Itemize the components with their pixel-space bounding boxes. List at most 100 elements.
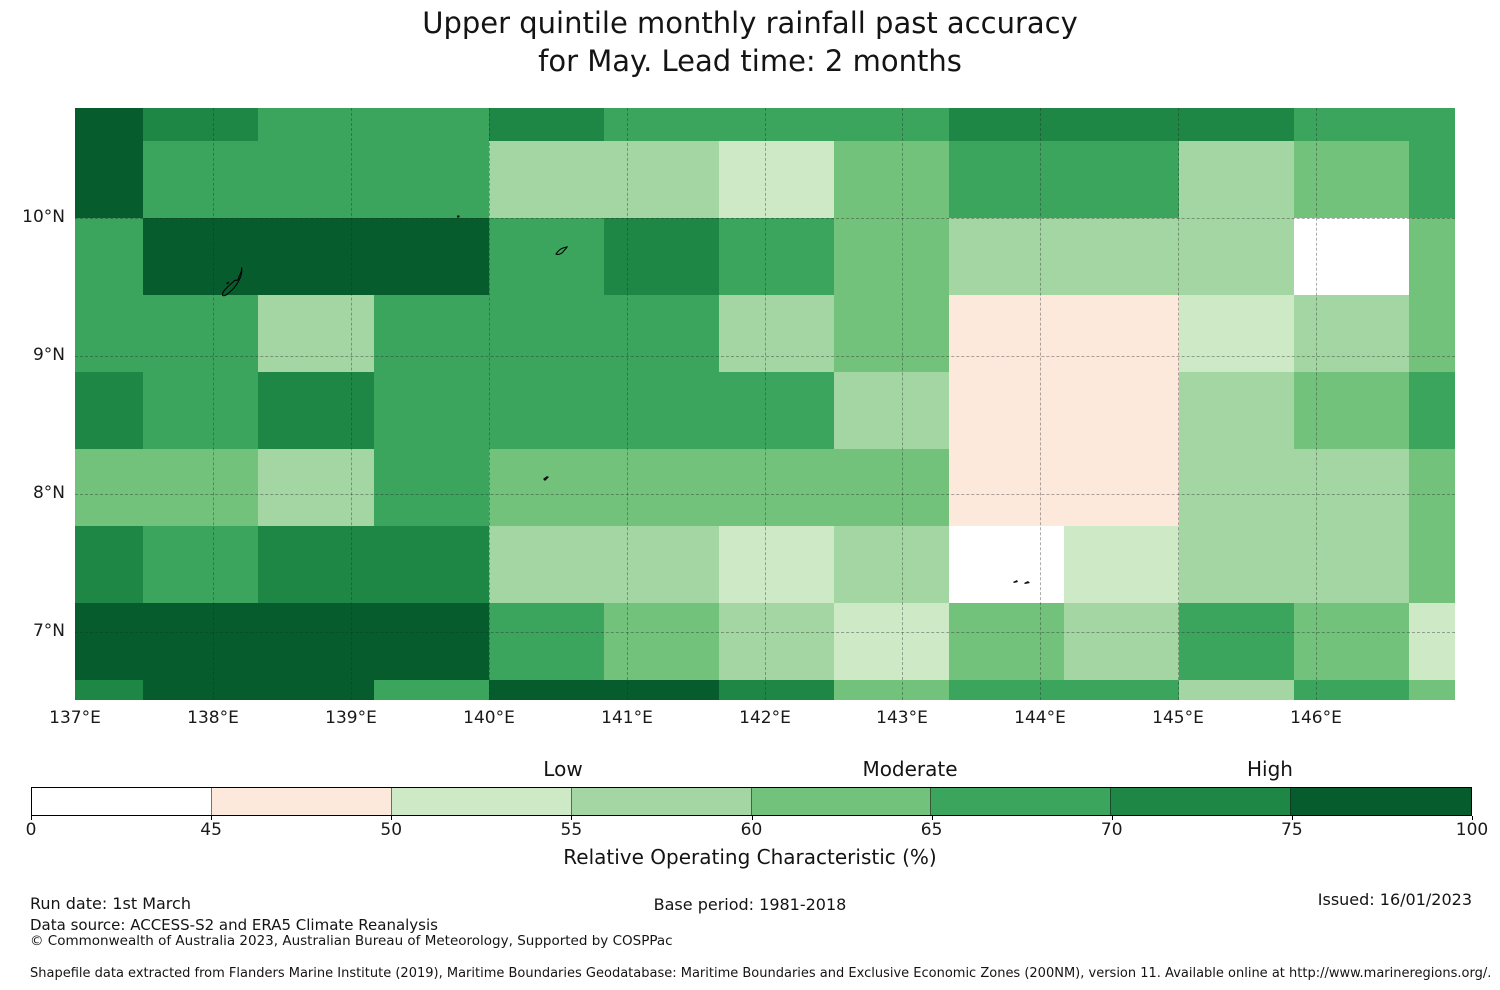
heatmap-cell <box>1179 526 1294 603</box>
longitude-gridline <box>1316 108 1317 700</box>
heatmap-cell <box>374 526 489 603</box>
heatmap-cell <box>489 372 604 449</box>
footer-shapefile-note: Shapefile data extracted from Flanders M… <box>30 966 1492 981</box>
island-mark-141e <box>555 246 569 255</box>
heatmap-cell <box>1179 372 1294 449</box>
heatmap-cell <box>258 218 374 295</box>
y-tick-label: 8°N <box>32 483 65 503</box>
island-mark-8n <box>543 476 549 481</box>
heatmap-cell <box>374 108 489 141</box>
latitude-gridline <box>75 218 1455 219</box>
heatmap-cell <box>1179 603 1294 680</box>
latitude-gridline <box>75 632 1455 633</box>
heatmap-cell <box>1294 141 1409 218</box>
heatmap-cell <box>719 449 834 526</box>
heatmap-cell <box>949 141 1064 218</box>
latitude-gridline <box>75 494 1455 495</box>
heatmap-cell <box>1179 449 1294 526</box>
heatmap-cell <box>1294 218 1409 295</box>
heatmap-cell <box>719 603 834 680</box>
heatmap-cell <box>258 680 374 700</box>
x-tick-label: 137°E <box>49 708 101 728</box>
heatmap-cell <box>949 449 1064 526</box>
heatmap-cell <box>374 449 489 526</box>
heatmap-cell <box>489 526 604 603</box>
island-dot-a <box>226 281 230 285</box>
colorbar-tick-label: 0 <box>25 820 37 840</box>
footer-run-date: Run date: 1st March <box>30 894 191 913</box>
heatmap-cell <box>75 141 143 218</box>
heatmap-cell <box>1179 108 1294 141</box>
heatmap-cell <box>1294 526 1409 603</box>
heatmap-cell <box>143 603 258 680</box>
heatmap-cell <box>834 680 949 700</box>
x-tick-label: 141°E <box>601 708 653 728</box>
heatmap-cell <box>258 603 374 680</box>
heatmap-cell <box>1064 680 1179 700</box>
heatmap-cell <box>719 526 834 603</box>
heatmap-cell <box>719 295 834 372</box>
y-tick-label: 7°N <box>32 621 65 641</box>
heatmap-cell <box>75 218 143 295</box>
x-tick-label: 146°E <box>1290 708 1342 728</box>
footer-issued-date: Issued: 16/01/2023 <box>1317 890 1472 909</box>
x-tick-label: 143°E <box>876 708 928 728</box>
heatmap-cell <box>258 372 374 449</box>
colorbar-tick-label: 70 <box>1100 820 1123 840</box>
heatmap-cell <box>1064 141 1179 218</box>
heatmap-cell <box>949 372 1064 449</box>
heatmap-cell <box>1064 449 1179 526</box>
heatmap-cell <box>1409 449 1455 526</box>
colorbar-tick-mark <box>1291 816 1293 820</box>
heatmap-cell <box>143 108 258 141</box>
heatmap-cell <box>604 680 719 700</box>
longitude-gridline <box>351 108 352 700</box>
footer-copyright: © Commonwealth of Australia 2023, Austra… <box>30 933 673 949</box>
heatmap-cell <box>834 108 949 141</box>
heatmap-cell <box>834 218 949 295</box>
heatmap-cell <box>719 372 834 449</box>
heatmap-cell <box>1409 603 1455 680</box>
heatmap-cell <box>489 218 604 295</box>
heatmap-cell <box>143 526 258 603</box>
island-outlines <box>221 215 1030 584</box>
x-tick-label: 139°E <box>325 708 377 728</box>
heatmap-cell <box>489 295 604 372</box>
x-tick-label: 138°E <box>187 708 239 728</box>
heatmap-cell <box>75 680 143 700</box>
heatmap-cell <box>143 218 258 295</box>
chart-title: Upper quintile monthly rainfall past acc… <box>0 4 1500 80</box>
longitude-gridline <box>902 108 903 700</box>
heatmap-cell <box>1294 680 1409 700</box>
longitude-gridline <box>213 108 214 700</box>
island-mark-white-a <box>1013 580 1018 583</box>
heatmap-cell <box>949 603 1064 680</box>
heatmap-cell <box>1064 295 1179 372</box>
colorbar-tick-label: 50 <box>380 820 403 840</box>
heatmap-cell <box>834 603 949 680</box>
colorbar-segment-70-75 <box>1111 788 1292 815</box>
heatmap-cell <box>489 141 604 218</box>
heatmap-cell <box>75 295 143 372</box>
colorbar-axis-label: Relative Operating Characteristic (%) <box>563 845 937 869</box>
heatmap-cell <box>75 108 143 141</box>
heatmap-cell <box>604 295 719 372</box>
longitude-gridline <box>765 108 766 700</box>
latitude-gridline <box>75 356 1455 357</box>
x-tick-label: 144°E <box>1014 708 1066 728</box>
heatmap-cell <box>258 295 374 372</box>
heatmap-cell <box>258 141 374 218</box>
heatmap-cell <box>1409 680 1455 700</box>
heatmap-cell <box>1294 603 1409 680</box>
heatmap-cell <box>374 295 489 372</box>
heatmap-cell <box>258 449 374 526</box>
island-outline-large <box>221 267 243 297</box>
heatmap-cell <box>1064 603 1179 680</box>
footer-data-source: Data source: ACCESS-S2 and ERA5 Climate … <box>30 916 438 934</box>
heatmap-cell <box>1064 526 1179 603</box>
y-tick-label: 9°N <box>32 345 65 365</box>
heatmap-cell <box>834 526 949 603</box>
heatmap-cell <box>949 295 1064 372</box>
heatmap-cell <box>143 680 258 700</box>
colorbar-tick-mark <box>931 816 933 820</box>
